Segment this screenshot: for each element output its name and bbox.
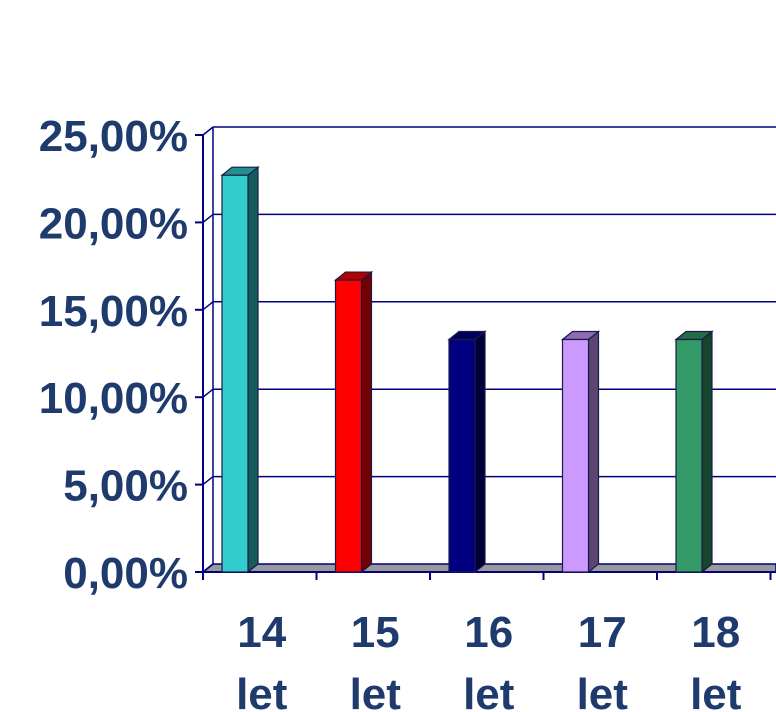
- x-tick-label: 18: [691, 608, 740, 657]
- bar-side: [247, 165, 259, 574]
- bar: [220, 165, 260, 574]
- y-tick-labels: 0,00% 5,00% 10,00% 15,00% 20,00% 25,00%: [39, 112, 188, 598]
- bar: [447, 330, 487, 574]
- wall-tick-connector: [202, 213, 214, 223]
- bar-side: [474, 330, 486, 574]
- x-tick-label: let: [577, 670, 629, 712]
- bar-side: [587, 330, 600, 574]
- x-tick-label: 14: [237, 608, 286, 657]
- bar-front: [221, 174, 249, 573]
- bar-front: [334, 279, 363, 573]
- x-tick-label: let: [236, 670, 288, 712]
- x-tick-label: 16: [464, 608, 513, 657]
- x-tick-label: let: [463, 670, 515, 712]
- bar-front: [448, 338, 476, 573]
- wall-tick-connector: [202, 476, 214, 486]
- bars: [220, 165, 714, 574]
- wall-tick-connector: [202, 563, 214, 573]
- wall-tick-connector: [202, 388, 214, 398]
- wall-tick-connector: [202, 126, 214, 136]
- x-tick-label: 15: [351, 608, 400, 657]
- y-tick-label: 25,00%: [39, 112, 188, 161]
- y-tick-label: 5,00%: [63, 462, 188, 511]
- x-category-labels: 14 let 15 let 16 let 17 let 18 let: [236, 608, 742, 712]
- bar-front: [561, 338, 590, 573]
- y-tick-label: 10,00%: [39, 374, 188, 423]
- y-tick-label: 20,00%: [39, 199, 188, 248]
- y-tick-label: 15,00%: [39, 287, 188, 336]
- x-tick-label: 17: [578, 608, 627, 657]
- bar-side: [360, 270, 373, 574]
- bar: [333, 270, 374, 574]
- bar-front: [675, 338, 703, 573]
- wall-tick-connector: [202, 301, 214, 311]
- bar: [560, 330, 601, 574]
- bar-side: [701, 330, 713, 574]
- bar: [674, 330, 714, 574]
- x-tick-label: let: [690, 670, 742, 712]
- x-tick-label: let: [350, 670, 402, 712]
- y-tick-label: 0,00%: [63, 549, 188, 598]
